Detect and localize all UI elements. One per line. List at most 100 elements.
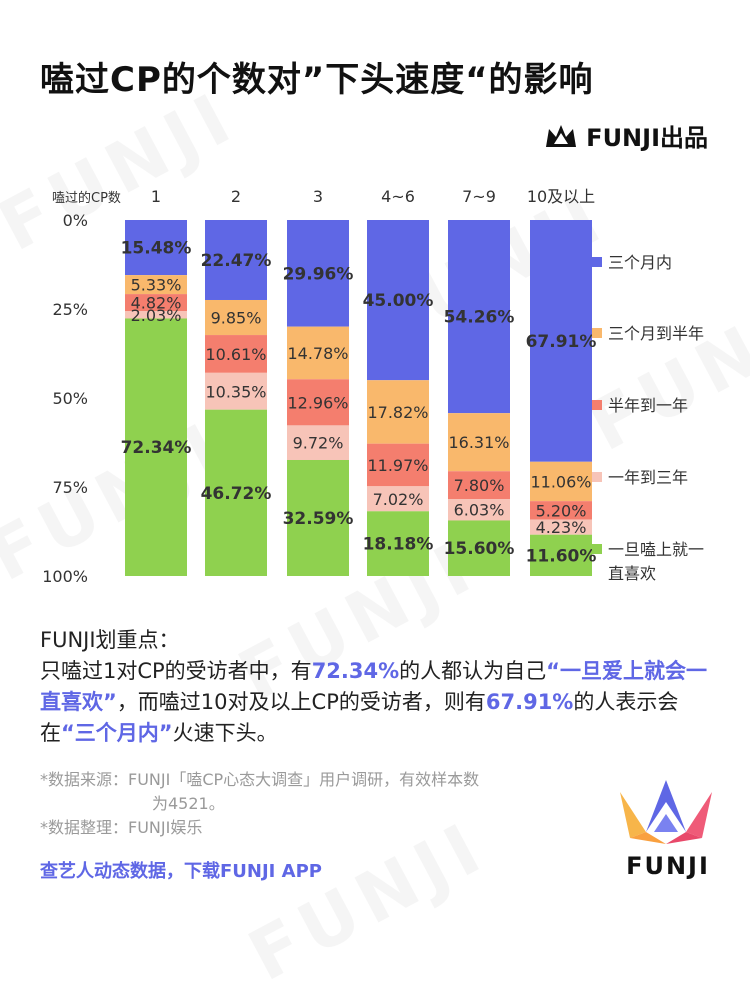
data-label: 72.34%: [121, 438, 192, 458]
logo-text: FUNJI: [626, 852, 710, 880]
data-label: 4.82%: [131, 294, 182, 313]
data-label: 5.20%: [536, 501, 587, 520]
y-tick-label: 25%: [52, 300, 88, 319]
bar-segment: [125, 220, 187, 276]
highlight-quote: “一旦爱上就会一直喜欢”: [40, 659, 707, 714]
y-tick-label: 100%: [42, 567, 88, 586]
bar-segment: [448, 220, 510, 414]
data-label: 6.03%: [454, 501, 505, 520]
highlight-value: 72.34%: [311, 659, 400, 683]
axis-title: 嗑过的CP数: [52, 190, 121, 206]
data-label: 15.60%: [444, 539, 515, 559]
funji-logo-icon: [620, 780, 712, 844]
data-label: 14.78%: [287, 344, 348, 363]
bar-segment: [287, 220, 349, 327]
category-label: 10及以上: [527, 187, 595, 206]
bar-segment: [205, 372, 267, 410]
highlight-quote: “三个月内”: [61, 721, 173, 745]
brand-name: FUNJI出品: [586, 124, 708, 152]
legend-swatch: [592, 400, 602, 410]
legend-swatch: [592, 328, 602, 338]
data-label: 54.26%: [444, 308, 515, 328]
bar-segment: [530, 461, 592, 502]
bar-segment: [287, 459, 349, 576]
summary-part: 只嗑过1对CP的受访者中，有: [40, 659, 312, 683]
download-app-link[interactable]: 查艺人动态数据，下载FUNJI APP: [40, 861, 322, 882]
bar-segment: [530, 534, 592, 576]
bar-segment: [367, 380, 429, 444]
bar-segment: [448, 471, 510, 499]
data-label: 17.82%: [367, 403, 428, 422]
page-title: 嗑过CP的个数对”下头速度“的影响: [40, 60, 594, 100]
brand-credit: FUNJI出品: [544, 118, 708, 153]
notes: *数据来源：FUNJI「嗑CP心态大调查」用户调研，有效样本数 为4521。 *…: [40, 768, 620, 840]
y-tick-label: 75%: [52, 478, 88, 497]
summary-part: 火速下头。: [172, 721, 278, 745]
summary-part: ，而嗑过10对及以上CP的受访者，则有: [116, 690, 486, 714]
data-arrange-note: *数据整理：FUNJI娱乐: [40, 818, 203, 837]
bar-segment: [367, 443, 429, 487]
bar-segment: [205, 335, 267, 373]
bar-segment: [125, 318, 187, 576]
data-label: 7.02%: [373, 490, 424, 509]
y-tick-label: 50%: [52, 389, 88, 408]
bar-segment: [125, 275, 187, 295]
bar-segment: [530, 519, 592, 535]
bar-segment: [205, 409, 267, 576]
legend-swatch: [592, 472, 602, 482]
highlight-value: 67.91%: [485, 690, 574, 714]
data-label: 22.47%: [201, 251, 272, 271]
bar-segment: [125, 294, 187, 312]
bar-segment: [125, 311, 187, 319]
bar-segment: [205, 299, 267, 336]
y-tick-label: 0%: [63, 211, 88, 230]
legend-label: 一年到三年: [608, 468, 688, 487]
data-label: 16.31%: [448, 433, 509, 452]
data-label: 5.33%: [131, 276, 182, 295]
bar-segment: [287, 379, 349, 426]
summary-part: 的人表示会在: [40, 690, 679, 745]
stacked-bar-chart: 嗑过的CP数 1 2 3 4~6 7~9 10及以上 0% 25% 50% 75% 100% 15.48…: [42, 187, 704, 586]
legend-label-cont: 直喜欢: [608, 564, 656, 583]
data-label: 18.18%: [363, 535, 434, 555]
summary: FUNJI划重点： 只嗑过1对CP的受访者中，有72.34%的人都认为自己“一旦…: [40, 625, 720, 749]
data-label: 9.72%: [293, 434, 344, 453]
data-label: 45.00%: [363, 291, 434, 311]
category-label: 1: [151, 187, 161, 206]
legend-swatch: [592, 257, 602, 267]
data-label: 46.72%: [201, 484, 272, 504]
data-label: 32.59%: [283, 509, 354, 529]
legend-label: 三个月到半年: [608, 324, 704, 343]
data-label: 10.35%: [205, 382, 266, 401]
bar-segment: [205, 220, 267, 300]
data-label: 2.03%: [131, 306, 182, 325]
bar-segment: [448, 520, 510, 576]
data-label: 11.06%: [530, 472, 591, 491]
bar-segment: [367, 511, 429, 576]
bar-segment: [287, 326, 349, 380]
bar-segment: [530, 220, 592, 462]
data-label: 4.23%: [536, 518, 587, 537]
summary-heading: FUNJI划重点：: [40, 628, 180, 652]
legend-label: 半年到一年: [608, 396, 688, 415]
data-label: 15.48%: [121, 239, 192, 259]
data-label: 7.80%: [454, 476, 505, 495]
category-label: 2: [231, 187, 241, 206]
data-source-note-cont: 为4521。: [152, 794, 225, 813]
summary-part: 的人都认为自己: [399, 659, 547, 683]
bar-segment: [287, 425, 349, 460]
bar-segment: [448, 498, 510, 521]
category-label: 4~6: [381, 187, 415, 206]
summary-text: 只嗑过1对CP的受访者中，有72.34%的人都认为自己“一旦爱上就会一直喜欢”，…: [40, 656, 720, 749]
data-label: 11.97%: [367, 456, 428, 475]
bar-segment: [530, 501, 592, 520]
category-label: 7~9: [462, 187, 496, 206]
legend-label: 三个月内: [608, 253, 672, 272]
legend-label: 一旦嗑上就一: [608, 540, 704, 559]
data-label: 10.61%: [205, 345, 266, 364]
bar-segment: [448, 413, 510, 472]
bar-segment: [367, 486, 429, 512]
data-source-note: *数据来源：FUNJI「嗑CP心态大调查」用户调研，有效样本数: [40, 770, 480, 789]
data-label: 29.96%: [283, 264, 354, 284]
category-label: 3: [313, 187, 323, 206]
